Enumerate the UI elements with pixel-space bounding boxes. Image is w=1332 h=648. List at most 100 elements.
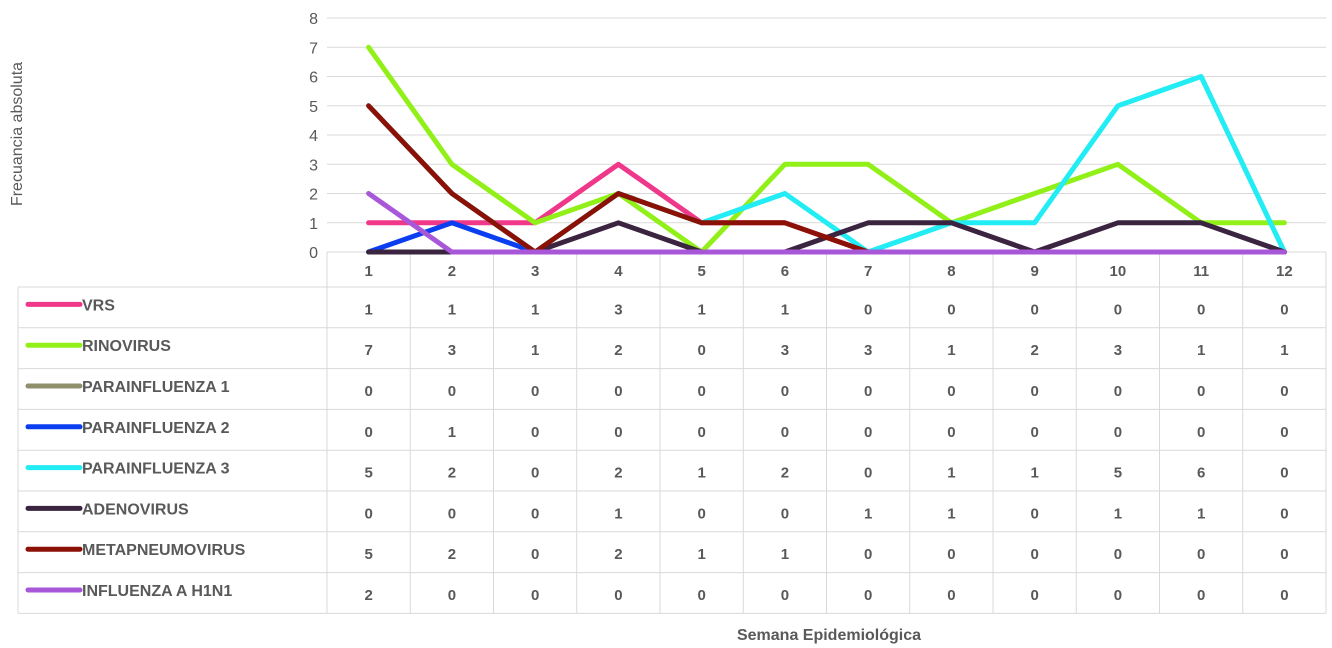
x-category-label: 6 (781, 263, 789, 280)
table-cell-value: 3 (1114, 342, 1122, 359)
table-series-name: VRS (82, 297, 115, 314)
table-cell-value: 2 (364, 587, 372, 604)
table-cell-value: 1 (448, 424, 456, 441)
table-cell-value: 2 (1030, 342, 1038, 359)
table-cell-value: 0 (1197, 301, 1205, 318)
x-category-label: 10 (1110, 263, 1127, 280)
table-cell-value: 0 (1030, 301, 1038, 318)
table-cell-value: 0 (1114, 383, 1122, 400)
x-category-label: 2 (448, 263, 456, 280)
table-cell-value: 0 (448, 505, 456, 522)
table-cell-value: 0 (531, 424, 539, 441)
table-cell-value: 2 (448, 465, 456, 482)
table-series-name: PARAINFLUENZA 3 (82, 461, 230, 478)
table-cell-value: 0 (364, 424, 372, 441)
table-cell-value: 0 (697, 587, 705, 604)
table-cell-value: 0 (947, 587, 955, 604)
table-cell-value: 2 (614, 342, 622, 359)
series-line (366, 44, 1287, 255)
y-axis-ticks: 0 1 2 3 4 5 6 7 8 (309, 11, 318, 262)
table-cell-value: 0 (1197, 383, 1205, 400)
table-cell-value: 1 (864, 505, 872, 522)
table-cell-value: 0 (531, 465, 539, 482)
table-cell-value: 0 (1280, 301, 1288, 318)
table-cell-value: 0 (947, 383, 955, 400)
table-cell-value: 1 (448, 301, 456, 318)
table-cell-value: 0 (697, 342, 705, 359)
x-category-label: 5 (697, 263, 705, 280)
table-cell-value: 0 (1030, 383, 1038, 400)
table-cell-value: 0 (448, 587, 456, 604)
table-cell-value: 1 (947, 342, 955, 359)
y-tick-label: 8 (309, 11, 318, 28)
x-category-label: 7 (864, 263, 872, 280)
table-cell-value: 1 (364, 301, 372, 318)
table-cell-value: 0 (1280, 587, 1288, 604)
table-cell-value: 0 (947, 546, 955, 563)
table-cell-value: 0 (1030, 587, 1038, 604)
y-axis-label: Frecuancia absoluta (9, 62, 26, 206)
series-lines (366, 44, 1287, 255)
table-cell-value: 1 (781, 546, 789, 563)
x-category-label: 4 (614, 263, 623, 280)
table-series-name: PARAINFLUENZA 1 (82, 379, 230, 396)
table-cell-value: 1 (1197, 505, 1205, 522)
table-cell-value: 0 (1280, 465, 1288, 482)
table-cell-value: 0 (614, 383, 622, 400)
table-series-name: METAPNEUMOVIRUS (82, 542, 246, 559)
series-line (366, 191, 1287, 255)
table-cell-value: 0 (947, 424, 955, 441)
table-cell-value: 0 (448, 383, 456, 400)
table-cell-value: 1 (1114, 505, 1122, 522)
table-cell-value: 1 (614, 505, 622, 522)
table-cell-value: 0 (781, 587, 789, 604)
table-series-name: PARAINFLUENZA 2 (82, 420, 230, 437)
table-cell-value: 3 (614, 301, 622, 318)
x-category-label: 8 (947, 263, 955, 280)
table-cell-value: 0 (781, 505, 789, 522)
table-cell-value: 6 (1197, 465, 1205, 482)
table-cell-value: 0 (864, 424, 872, 441)
table-cell-value: 1 (1197, 342, 1205, 359)
table-cell-value: 0 (864, 383, 872, 400)
table-cell-value: 0 (364, 383, 372, 400)
table-cell-value: 1 (531, 342, 539, 359)
table-cell-value: 0 (697, 383, 705, 400)
table-cell-value: 7 (364, 342, 372, 359)
table-cell-value: 0 (864, 546, 872, 563)
table-cell-value: 0 (614, 587, 622, 604)
table-cell-value: 1 (1280, 342, 1288, 359)
table-cell-value: 2 (614, 546, 622, 563)
table-cell-value: 3 (781, 342, 789, 359)
table-cell-value: 0 (1280, 546, 1288, 563)
table-cell-value: 1 (781, 301, 789, 318)
y-tick-label: 5 (309, 99, 318, 116)
table-cell-value: 0 (531, 587, 539, 604)
table-cell-value: 0 (697, 505, 705, 522)
table-cell-value: 1 (947, 465, 955, 482)
table-cell-value: 0 (1030, 424, 1038, 441)
table-cell-value: 0 (531, 505, 539, 522)
table-cell-value: 5 (364, 546, 372, 563)
table-cell-value: 1 (697, 465, 705, 482)
y-tick-label: 7 (309, 40, 318, 57)
table-cell-value: 1 (1030, 465, 1038, 482)
table-cell-value: 0 (697, 424, 705, 441)
table-cell-value: 0 (1280, 424, 1288, 441)
table-cell-value: 5 (364, 465, 372, 482)
table-cell-value: 2 (781, 465, 789, 482)
table-cell-value: 1 (947, 505, 955, 522)
table-cell-value: 0 (614, 424, 622, 441)
table-series-name: ADENOVIRUS (82, 501, 189, 518)
table-cell-value: 0 (1114, 424, 1122, 441)
table-series-name: INFLUENZA A H1N1 (82, 583, 232, 600)
y-tick-label: 1 (309, 216, 318, 233)
table-cell-value: 0 (1114, 301, 1122, 318)
table-cell-value: 1 (697, 546, 705, 563)
y-tick-label: 4 (309, 128, 318, 145)
table-cell-value: 1 (531, 301, 539, 318)
table-cell-value: 0 (1030, 505, 1038, 522)
table-cell-value: 0 (864, 301, 872, 318)
